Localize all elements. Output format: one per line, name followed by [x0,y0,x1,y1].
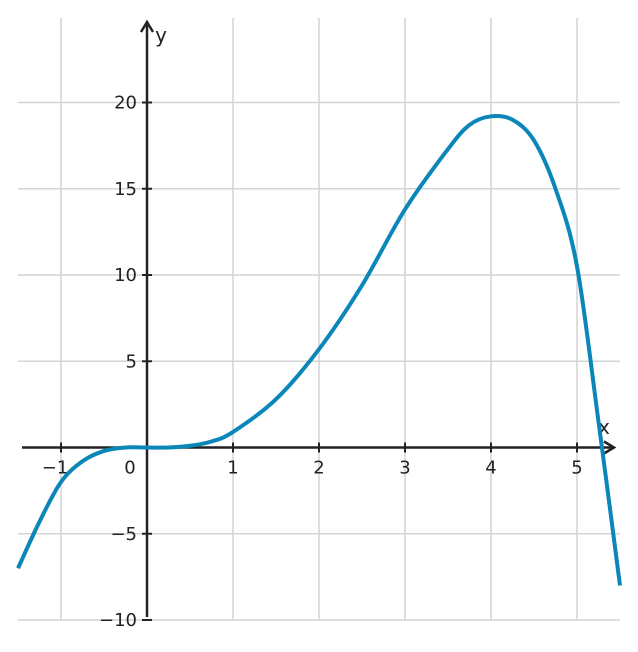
y-tick-label: 15 [114,179,137,200]
y-tick-label: 5 [126,351,137,372]
curve [16,113,622,586]
x-tick-label: 1 [227,458,238,479]
y-tick-label: 10 [114,265,137,286]
x-tick-label: 0 [124,458,135,479]
y-arrow [139,19,155,33]
x-tick-label: 4 [485,458,496,479]
y-tick-label: −10 [99,610,137,631]
y-axis-label: y [155,23,167,47]
x-tick-label: 3 [399,458,410,479]
y-tick-label: 20 [114,93,137,114]
x-tick-label: −1 [42,458,69,479]
x-arrow [603,440,617,455]
x-tick-label: 2 [313,458,324,479]
y-tick-label: −5 [110,524,137,545]
x-tick-label: 5 [571,458,582,479]
grid [18,18,620,621]
